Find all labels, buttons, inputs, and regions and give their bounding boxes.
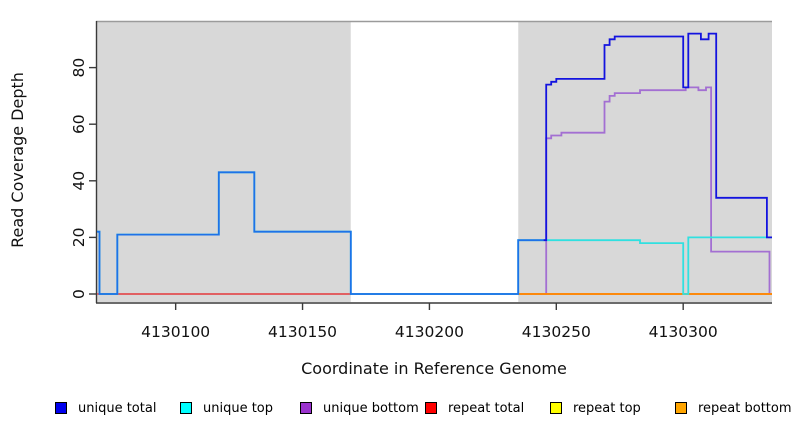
shaded-region (97, 21, 351, 302)
legend-item-repeat-bottom: repeat bottom (675, 398, 792, 418)
legend-item-repeat-top: repeat top (550, 398, 641, 418)
legend-item-unique-bottom: unique bottom (300, 398, 419, 418)
x-tick-label: 4130150 (268, 323, 337, 341)
series-line-unique-total (97, 171, 544, 295)
legend-label: unique top (203, 400, 274, 416)
y-tick-label: 80 (70, 58, 88, 78)
x-tick-label: 4130300 (649, 323, 718, 341)
legend-label: repeat top (573, 400, 641, 416)
legend-swatch-unique-total (55, 402, 67, 414)
y-tick-label: 40 (70, 171, 88, 191)
shaded-regions (96, 20, 772, 302)
legend-item-unique-total: unique total (55, 398, 156, 418)
legend-swatch-repeat-total (425, 402, 437, 414)
legend: unique total unique top unique bottom re… (0, 398, 792, 422)
legend-label: unique total (78, 400, 157, 416)
series-line-unique-bottom (97, 86, 772, 295)
y-tick-label: 60 (70, 114, 88, 134)
shaded-region (518, 21, 772, 302)
legend-label: unique bottom (323, 400, 419, 416)
tick-marks-and-labels: 4130100 4130150 4130200 4130250 4130300 0 20 40… (70, 58, 718, 341)
x-tick-label: 4130250 (522, 323, 591, 341)
legend-swatch-unique-top (180, 402, 192, 414)
legend-item-repeat-total: repeat total (425, 398, 524, 418)
data-series (97, 32, 772, 295)
legend-swatch-repeat-top (550, 402, 562, 414)
y-tick-label: 20 (70, 228, 88, 248)
y-tick-label: 0 (70, 289, 88, 299)
x-axis-title: Coordinate in Reference Genome (301, 359, 567, 378)
legend-swatch-unique-bottom (300, 402, 312, 414)
x-tick-label: 4130200 (395, 323, 464, 341)
legend-label: repeat total (448, 400, 525, 416)
legend-item-unique-top: unique top (180, 398, 273, 418)
legend-label: repeat bottom (698, 400, 792, 416)
x-tick-label: 4130100 (141, 323, 210, 341)
series-line-unique-total (543, 32, 772, 242)
y-axis-title: Read Coverage Depth (8, 72, 27, 248)
legend-swatch-repeat-bottom (675, 402, 687, 414)
